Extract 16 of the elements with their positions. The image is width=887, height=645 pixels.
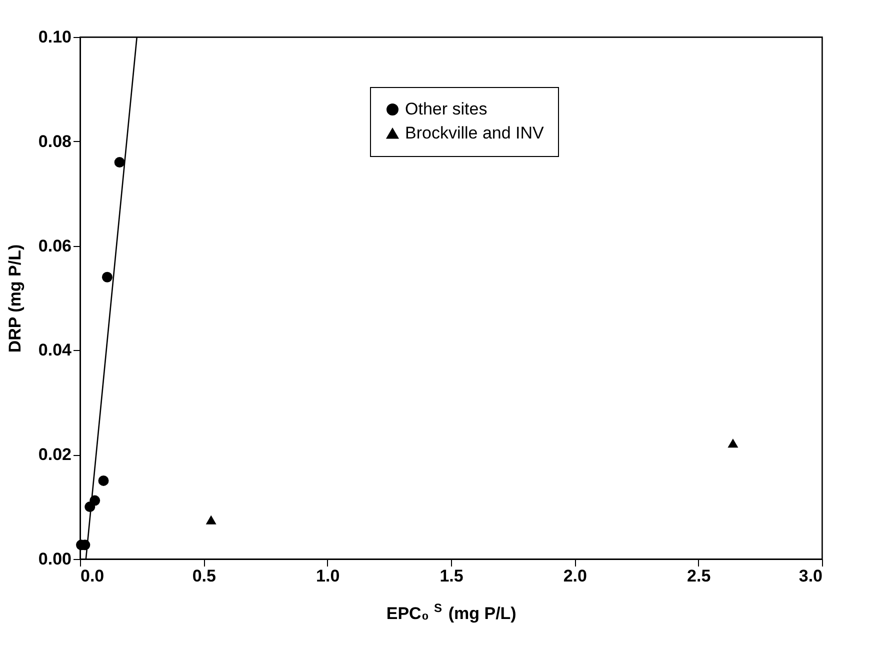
- x-tick-label: 0.5: [192, 566, 216, 586]
- y-tick-label: 0.08: [38, 132, 72, 151]
- x-tick-label: 1.0: [316, 566, 340, 586]
- y-tick-label: 0.00: [38, 550, 72, 568]
- x-tick-label: 1.5: [440, 566, 464, 586]
- y-tick-label: 0.04: [38, 340, 72, 360]
- y-tick-label: 0.10: [38, 28, 72, 46]
- y-tick-label: 0.02: [38, 445, 72, 464]
- x-tick-label: 2.5: [687, 566, 711, 586]
- legend-label: Other sites: [405, 100, 488, 118]
- x-tick-label: 0.0: [80, 566, 104, 586]
- y-tick-label: 0.06: [38, 236, 72, 256]
- x-tick-label: 3.0: [798, 566, 822, 586]
- y-axis-title: DRP (mg P/L): [5, 244, 24, 353]
- legend-label: Brockville and INV: [405, 124, 545, 142]
- x-tick-label: 2.0: [563, 566, 587, 586]
